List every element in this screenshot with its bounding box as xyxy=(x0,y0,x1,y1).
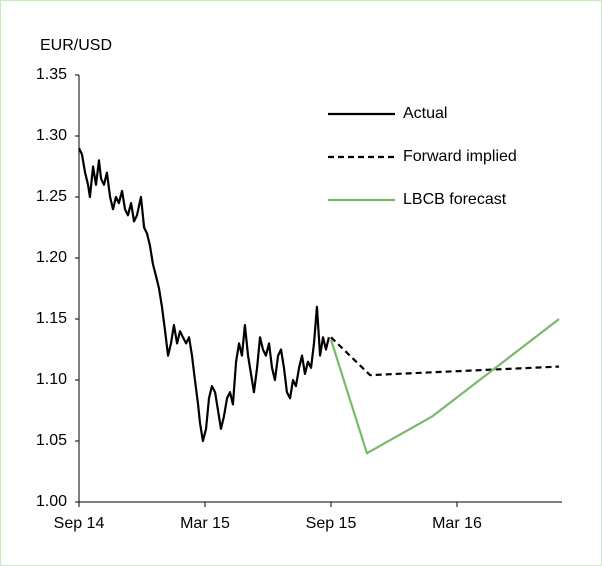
y-tick-label: 1.25 xyxy=(36,188,67,205)
x-tick-label: Mar 16 xyxy=(432,515,482,532)
series-line xyxy=(330,336,560,377)
y-tick-label: 1.35 xyxy=(36,66,67,83)
x-tick-label: Mar 15 xyxy=(180,515,230,532)
y-tick-label: 1.20 xyxy=(36,249,67,266)
y-tick-label: 1.15 xyxy=(36,310,67,327)
y-tick-label: 1.00 xyxy=(36,493,67,510)
x-tick-label: Sep 15 xyxy=(306,515,357,532)
legend-label: LBCB forecast xyxy=(403,191,507,208)
y-tick-label: 1.10 xyxy=(36,371,67,388)
y-axis-title: EUR/USD xyxy=(40,37,112,54)
series-line xyxy=(329,318,560,455)
y-tick-label: 1.30 xyxy=(36,127,67,144)
series-line xyxy=(78,147,330,443)
x-tick-label: Sep 14 xyxy=(54,515,105,532)
legend-label: Actual xyxy=(403,105,447,122)
y-tick-label: 1.05 xyxy=(36,432,67,449)
legend-label: Forward implied xyxy=(403,148,517,165)
